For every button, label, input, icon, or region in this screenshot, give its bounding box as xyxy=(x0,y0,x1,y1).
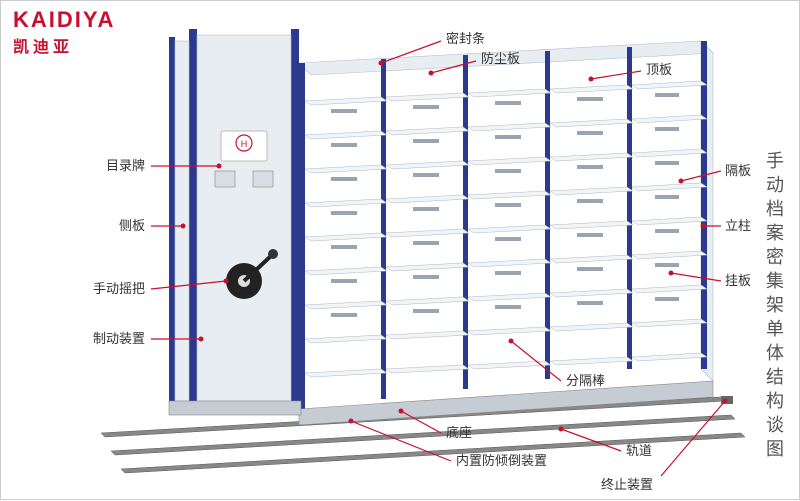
label-brake: 制动装置 xyxy=(93,331,145,346)
bay-5 xyxy=(632,81,707,361)
label-base: 底座 xyxy=(446,425,472,440)
brand-cn: 凯迪亚 xyxy=(13,33,115,57)
bay-1 xyxy=(305,97,387,377)
front2-post-l xyxy=(189,29,197,407)
front1-post-l xyxy=(169,37,175,407)
label-column: 立柱 xyxy=(725,218,751,233)
label-endstop: 终止装置 xyxy=(601,477,653,492)
front2-panel xyxy=(197,35,291,401)
shelves xyxy=(305,81,707,377)
label-divider: 分隔棒 xyxy=(566,373,605,388)
label-top: 顶板 xyxy=(646,62,672,77)
column-1 xyxy=(381,59,386,399)
front-panels: H xyxy=(169,29,301,415)
front-base xyxy=(169,401,301,415)
bay-3 xyxy=(468,89,551,369)
label-dust: 防尘板 xyxy=(481,51,520,66)
front1-side xyxy=(175,41,189,401)
bay-4 xyxy=(550,85,633,365)
column-2 xyxy=(463,55,468,389)
diagram-title: 手动档案密集架单体结构谈图 xyxy=(761,151,787,463)
label-crank: 手动摇把 xyxy=(93,281,145,296)
columns xyxy=(299,41,707,409)
brand-en: KAIDIYA xyxy=(13,7,115,33)
label-antitip: 内置防倾倒装置 xyxy=(456,453,547,468)
label-seal: 密封条 xyxy=(446,31,485,46)
column-4 xyxy=(627,47,632,369)
front2-post-r xyxy=(291,29,299,407)
label-track: 轨道 xyxy=(626,443,652,458)
column-0 xyxy=(299,63,305,409)
label-hang: 挂板 xyxy=(725,273,751,288)
bay-2 xyxy=(386,93,469,373)
shelf-unit xyxy=(299,41,713,425)
brand-logo: KAIDIYA 凯迪亚 xyxy=(13,7,115,57)
label-side-panel: 侧板 xyxy=(119,218,145,233)
svg-text:H: H xyxy=(241,139,248,149)
front2-btn2 xyxy=(253,171,273,187)
diagram-svg: H 目录牌 侧板 手动摇把 制动装置 密封条 防尘板 顶板 隔板 xyxy=(1,1,800,501)
front2-btn1 xyxy=(215,171,235,187)
label-catalog: 目录牌 xyxy=(106,158,145,173)
label-partition: 隔板 xyxy=(725,163,751,178)
